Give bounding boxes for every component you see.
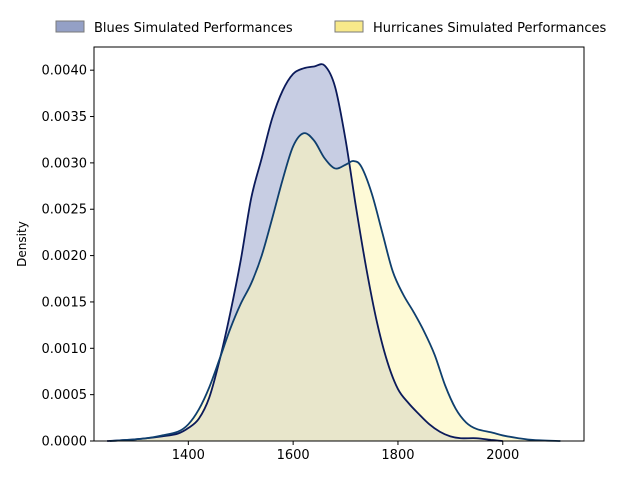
y-tick-label: 0.0030 [42,156,88,171]
y-tick-label: 0.0040 [42,64,88,79]
legend: Blues Simulated Performances Hurricanes S… [55,20,607,36]
y-tick-label: 0.0025 [42,203,88,218]
y-tick-label: 0.0010 [42,342,88,357]
density-areas [107,64,561,441]
plot-frame [93,46,585,442]
series-line-1 [107,63,503,442]
legend-swatch-1 [55,20,85,33]
legend-label-1: Blues Simulated Performances [94,21,293,36]
series-line-2 [109,132,561,442]
series-area-2 [109,133,561,441]
density-lines [107,63,561,442]
legend-swatch-2 [334,20,364,33]
y-tick-label: 0.0005 [42,388,88,403]
x-axis: 1400 1600 1800 2000 [172,441,519,463]
y-tick-label: 0.0015 [42,295,88,310]
legend-label-2: Hurricanes Simulated Performances [373,21,607,36]
y-axis-label: Density [15,221,29,267]
y-tick-label: 0.0020 [42,249,88,264]
x-tick-label: 1400 [172,448,205,463]
x-tick-label: 1800 [381,448,414,463]
y-axis: 0.0000 0.0005 0.0010 0.0015 0.0020 0.0025 0.00… [42,64,94,450]
y-tick-label: 0.0000 [42,435,88,450]
y-tick-label: 0.0035 [42,110,88,125]
x-tick-label: 1600 [277,448,310,463]
x-tick-label: 2000 [486,448,519,463]
